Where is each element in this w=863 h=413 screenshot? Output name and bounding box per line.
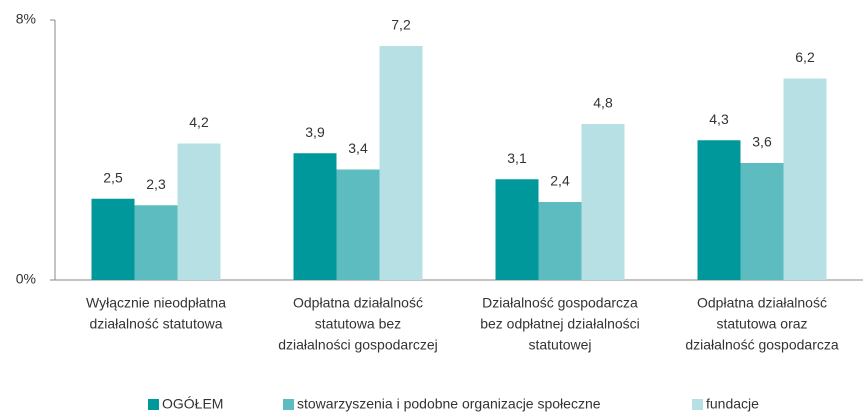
x-tick-label: Wyłącznie nieodpłatna xyxy=(86,295,226,311)
x-tick-label: Działalność gospodarcza xyxy=(482,295,638,311)
bar xyxy=(134,205,178,280)
legend-label: OGÓŁEM xyxy=(162,396,223,412)
legend-swatch xyxy=(283,399,294,410)
legend-swatch xyxy=(692,399,703,410)
bar xyxy=(293,153,337,280)
y-tick-label: 8% xyxy=(16,11,36,27)
bar xyxy=(495,179,539,280)
x-tick-label: bez odpłatnej działalności xyxy=(480,316,640,332)
bar xyxy=(177,143,221,280)
value-label: 2,5 xyxy=(103,169,123,185)
x-tick-label: Odpłatna działalność xyxy=(697,295,827,311)
value-label: 4,2 xyxy=(189,114,209,130)
value-label: 7,2 xyxy=(391,17,411,33)
x-tick-label: statutowej xyxy=(528,337,591,353)
value-label: 3,6 xyxy=(752,134,772,150)
x-tick-label: działalność gospodarcza xyxy=(685,337,839,353)
bar xyxy=(379,46,423,280)
legend-label: fundacje xyxy=(706,396,759,412)
bar xyxy=(740,163,784,280)
bar xyxy=(783,78,827,280)
legend-swatch xyxy=(148,399,159,410)
x-tick-label: działalności gospodarczej xyxy=(278,337,438,353)
value-label: 3,9 xyxy=(305,124,325,140)
x-tick-label: statutowa bez xyxy=(315,316,401,332)
value-label: 3,1 xyxy=(507,150,527,166)
x-tick-label: statutowa oraz xyxy=(716,316,807,332)
value-label: 6,2 xyxy=(795,49,815,65)
bar xyxy=(581,124,625,280)
bar xyxy=(91,198,135,280)
x-tick-label: Odpłatna działalność xyxy=(293,295,423,311)
value-label: 3,4 xyxy=(348,140,368,156)
bar xyxy=(336,169,380,280)
bar xyxy=(697,140,741,280)
value-label: 4,8 xyxy=(593,95,613,111)
legend-label: stowarzyszenia i podobne organizacje spo… xyxy=(297,396,601,412)
value-label: 2,3 xyxy=(146,176,166,192)
y-tick-label: 0% xyxy=(16,271,36,287)
value-label: 2,4 xyxy=(550,173,570,189)
bar xyxy=(538,202,582,280)
x-tick-label: działalność statutowa xyxy=(89,316,222,332)
value-label: 4,3 xyxy=(709,111,729,127)
